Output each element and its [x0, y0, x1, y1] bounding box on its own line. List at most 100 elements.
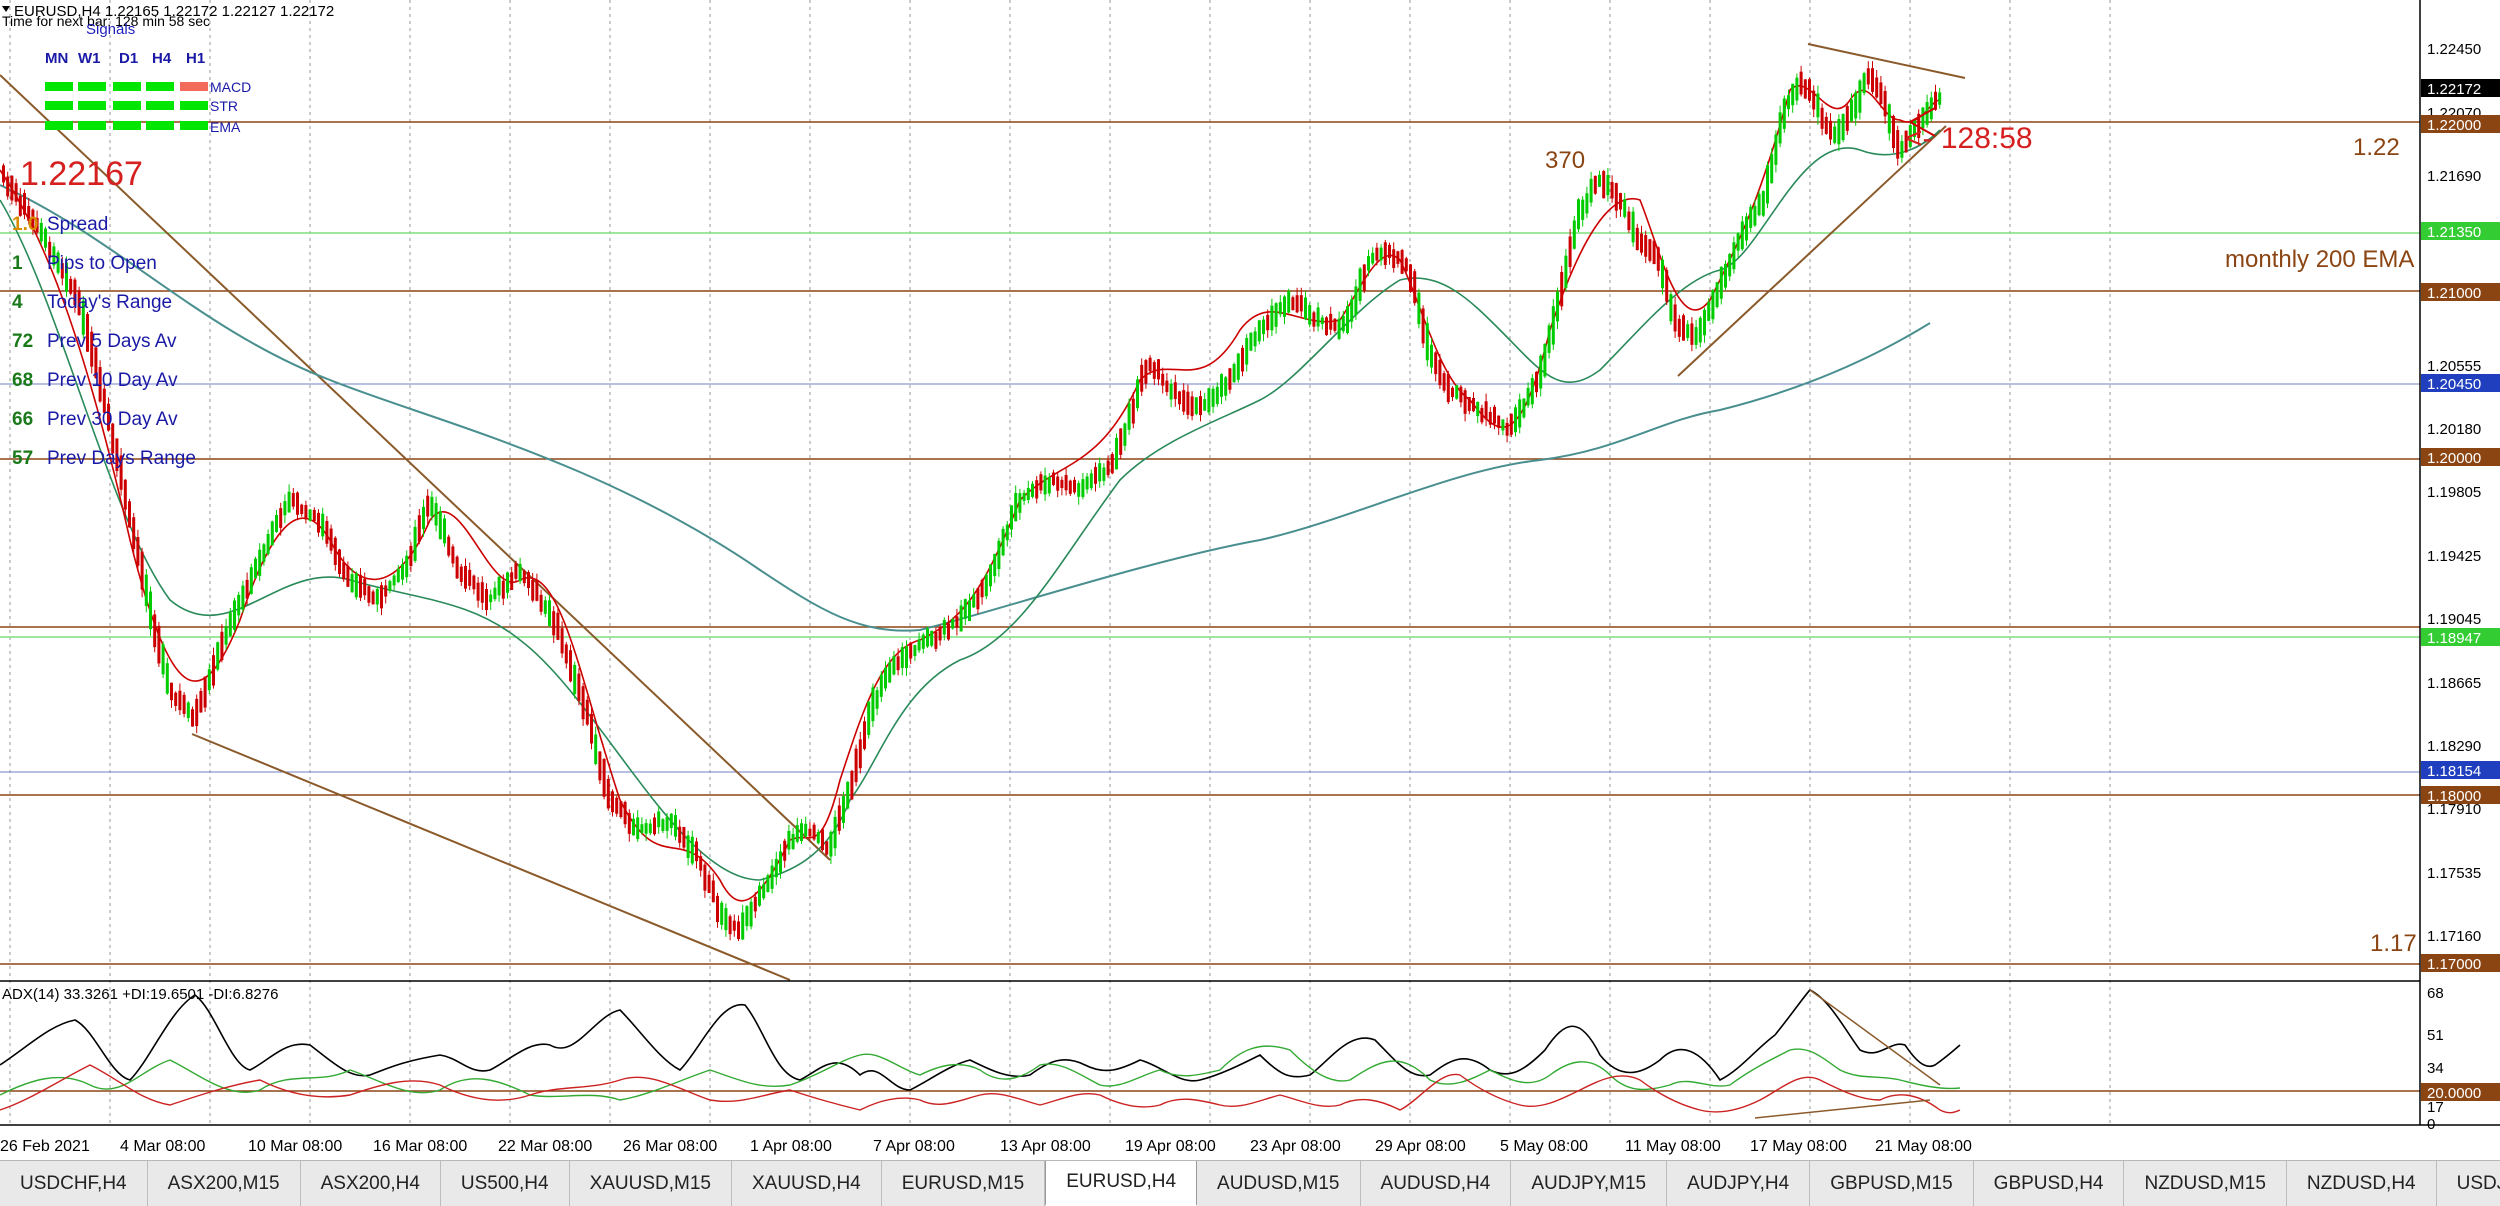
- price-tag: 1.17000: [2427, 956, 2481, 973]
- countdown-annotation: <- 128:58: [1905, 107, 2033, 155]
- signal-label-ema: EMA: [210, 119, 241, 135]
- price-tag: 1.18947: [2427, 630, 2481, 647]
- label-1-22: 1.22: [2353, 134, 2400, 161]
- chart-tab[interactable]: AUDUSD,M15: [1197, 1161, 1361, 1206]
- minus-di-line: [0, 1064, 1961, 1114]
- chart-tab[interactable]: EURUSD,H4: [1045, 1161, 1198, 1206]
- time-label: 5 May 08:00: [1500, 1138, 1588, 1155]
- time-label: 13 Apr 08:00: [1000, 1138, 1091, 1155]
- adx-tick: 0: [2427, 1116, 2435, 1133]
- price-tag: 1.20000: [2427, 450, 2481, 467]
- signal-cell: [78, 101, 106, 110]
- chart-tabs: USDCHF,H4 ASX200,M15 ASX200,H4 US500,H4 XAUU…: [0, 1160, 2500, 1206]
- price-tag: 1.18154: [2427, 763, 2481, 780]
- adx-tick: 68: [2427, 985, 2444, 1002]
- current-price: 1.22167: [20, 155, 143, 193]
- price-axis[interactable]: 1.22450 1.22070 1.21690 1.20555 1.20180 …: [0, 0, 2500, 1133]
- chart-tab[interactable]: USDJPY,M15: [2436, 1161, 2500, 1206]
- info-label: Prev 5 Days Av: [47, 331, 177, 352]
- price-chart[interactable]: <- 128:58 370 1.22 monthly 200 EMA 1.17 …: [0, 0, 2500, 1160]
- info-label: Pips to Open: [47, 253, 157, 274]
- symbol-line: EURUSD,H4 1.22165 1.22172 1.22127 1.2217…: [14, 3, 334, 20]
- chart-tab[interactable]: AUDUSD,H4: [1360, 1161, 1512, 1206]
- signal-label-str: STR: [210, 98, 238, 114]
- chart-tab[interactable]: GBPUSD,M15: [1810, 1161, 1974, 1206]
- tf-mn: MN: [45, 50, 68, 67]
- signal-cell: [78, 82, 106, 91]
- adx-tick: 51: [2427, 1027, 2444, 1044]
- info-label: Today's Range: [47, 292, 172, 313]
- info-value: 57: [12, 448, 33, 469]
- price-tag: 1.21350: [2427, 224, 2481, 241]
- tf-w1: W1: [78, 50, 101, 67]
- chart-tab[interactable]: US500,H4: [440, 1161, 570, 1206]
- level-lines[interactable]: [0, 121, 2420, 965]
- info-value: 66: [12, 409, 33, 430]
- signal-cell: [78, 121, 106, 130]
- time-label: 17 May 08:00: [1750, 1138, 1847, 1155]
- info-value: 4: [12, 292, 23, 313]
- signal-cell: [180, 121, 208, 130]
- wedge-top-line: [1807, 43, 1966, 79]
- price-tick: 1.19045: [2427, 611, 2481, 628]
- price-tick: 1.17910: [2427, 801, 2481, 818]
- info-label: Prev 10 Day Av: [47, 370, 178, 391]
- info-label: Spread: [47, 214, 108, 235]
- time-label: 16 Mar 08:00: [373, 1138, 467, 1155]
- ema-mid: [0, 129, 1941, 881]
- signal-label-macd: MACD: [210, 79, 251, 95]
- chart-tab[interactable]: EURUSD,M15: [881, 1161, 1046, 1206]
- candlesticks: [2, 61, 1942, 942]
- chart-tab[interactable]: USDCHF,H4: [0, 1161, 148, 1206]
- signal-cell: [146, 101, 174, 110]
- time-label: 26 Mar 08:00: [623, 1138, 717, 1155]
- tf-h1: H1: [186, 50, 205, 67]
- price-tick: 1.21690: [2427, 168, 2481, 185]
- price-tick: 1.20555: [2427, 358, 2481, 375]
- time-label: 21 May 08:00: [1875, 1138, 1972, 1155]
- time-label: 29 Apr 08:00: [1375, 1138, 1466, 1155]
- plus-di-line: [0, 1045, 1961, 1101]
- price-tick: 1.19805: [2427, 484, 2481, 501]
- price-tag: 1.22000: [2427, 117, 2481, 134]
- chart-tab[interactable]: ASX200,H4: [300, 1161, 441, 1206]
- info-label: Prev Days Range: [47, 448, 196, 469]
- chart-header: EURUSD,H4 1.22165 1.22172 1.22127 1.2217…: [2, 3, 334, 29]
- signal-cell: [180, 101, 208, 110]
- adx-indicator: ADX(14) 33.3261 +DI:19.6501 -DI:6.8276: [0, 980, 2420, 1119]
- label-1-17: 1.17: [2370, 930, 2417, 957]
- downtrend-line-lower: [191, 733, 791, 981]
- signal-cell: [45, 101, 73, 110]
- tf-d1: D1: [119, 50, 138, 67]
- chart-tab[interactable]: XAUUSD,H4: [731, 1161, 882, 1206]
- time-label: 22 Mar 08:00: [498, 1138, 592, 1155]
- chart-tab[interactable]: GBPUSD,H4: [1973, 1161, 2125, 1206]
- signal-cell: [113, 101, 141, 110]
- tf-h4: H4: [152, 50, 172, 67]
- chart-tab[interactable]: NZDUSD,H4: [2286, 1161, 2437, 1206]
- adx-line: [0, 989, 1961, 1091]
- time-label: 4 Mar 08:00: [120, 1138, 205, 1155]
- price-tick: 1.18290: [2427, 738, 2481, 755]
- chart-tab[interactable]: NZDUSD,M15: [2124, 1161, 2287, 1206]
- time-label: 23 Apr 08:00: [1250, 1138, 1341, 1155]
- info-value: 1.0: [12, 214, 38, 235]
- price-tag: 1.21000: [2427, 285, 2481, 302]
- info-value: 72: [12, 331, 33, 352]
- countdown-text: <- 128:58: [1905, 122, 2033, 155]
- time-label: 26 Feb 2021: [0, 1138, 90, 1155]
- label-370: 370: [1545, 147, 1585, 174]
- price-tick: 1.17535: [2427, 865, 2481, 882]
- signal-cell: [180, 82, 208, 91]
- chart-tab[interactable]: ASX200,M15: [147, 1161, 301, 1206]
- signal-cell: [113, 121, 141, 130]
- time-label: 10 Mar 08:00: [248, 1138, 342, 1155]
- time-label: 19 Apr 08:00: [1125, 1138, 1216, 1155]
- time-axis: 26 Feb 2021 4 Mar 08:00 10 Mar 08:00 16 Mar…: [0, 1138, 1972, 1155]
- chart-tab[interactable]: AUDJPY,H4: [1667, 1161, 1811, 1206]
- adx-title: ADX(14) 33.3261 +DI:19.6501 -DI:6.8276: [2, 986, 278, 1003]
- trend-lines[interactable]: [0, 43, 1966, 981]
- signal-cell: [45, 82, 73, 91]
- chart-tab[interactable]: AUDJPY,M15: [1511, 1161, 1668, 1206]
- chart-tab[interactable]: XAUUSD,M15: [569, 1161, 732, 1206]
